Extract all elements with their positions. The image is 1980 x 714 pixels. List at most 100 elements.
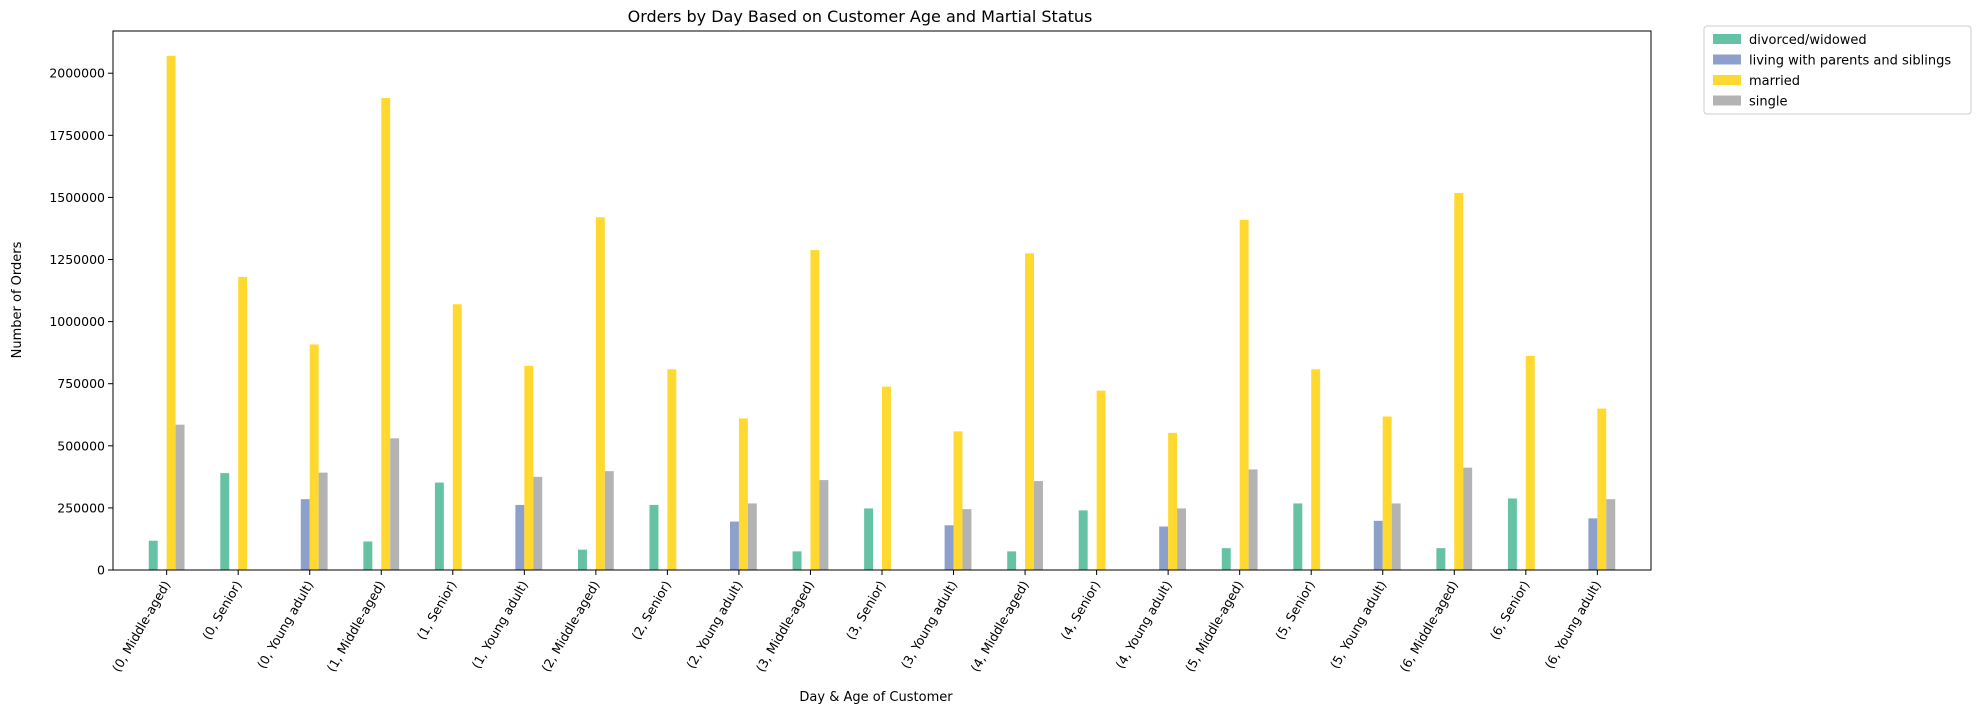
x-tick-label: (3, Senior) [843, 578, 889, 642]
bar [953, 431, 963, 570]
x-tick-label: (3, Young adult) [898, 578, 960, 671]
bar [1025, 253, 1035, 570]
bar [649, 504, 659, 570]
bar [300, 499, 310, 570]
x-tick-label: (0, Young adult) [254, 578, 316, 671]
x-tick-label: (4, Senior) [1057, 578, 1103, 642]
legend-swatch [1713, 95, 1741, 106]
x-tick-label: (0, Senior) [199, 578, 245, 642]
bar [864, 508, 874, 570]
bar [944, 525, 954, 570]
bar [390, 438, 400, 570]
bar [220, 473, 230, 570]
bar [810, 250, 820, 570]
bar [1078, 510, 1088, 570]
legend-label: divorced/widowed [1749, 33, 1867, 48]
bar [309, 344, 319, 570]
bar [729, 521, 739, 570]
y-axis-label: Number of Orders [10, 241, 25, 358]
x-tick-label: (1, Middle-aged) [324, 578, 388, 674]
x-tick-label: (5, Young adult) [1327, 578, 1389, 671]
bar [604, 471, 614, 570]
bar [1606, 499, 1616, 570]
bar [1034, 481, 1043, 570]
legend-swatch [1713, 34, 1741, 44]
bar [577, 549, 587, 570]
bar [515, 504, 525, 570]
bar [1463, 467, 1473, 570]
x-tick-label: (4, Young adult) [1112, 578, 1174, 671]
bar [792, 551, 802, 570]
bar [1007, 551, 1017, 570]
x-tick-label: (5, Middle-aged) [1182, 578, 1246, 674]
bar [962, 509, 972, 570]
bar [1588, 518, 1598, 570]
bar [148, 540, 158, 570]
x-tick-label: (4, Middle-aged) [967, 578, 1031, 674]
x-tick-label: (1, Senior) [414, 578, 460, 642]
bar [533, 476, 543, 570]
bar [1239, 219, 1249, 570]
y-tick-label: 250000 [57, 500, 105, 515]
bar [1221, 548, 1231, 570]
legend-frame [1703, 25, 1972, 115]
bar [1168, 432, 1178, 570]
bars-group [148, 55, 1616, 571]
bar [1096, 390, 1106, 570]
y-tick-label: 1250000 [49, 252, 105, 267]
bar [452, 304, 462, 570]
y-tick-label: 1750000 [49, 128, 105, 143]
bar [363, 541, 373, 570]
bar [318, 472, 328, 570]
bar [1293, 503, 1303, 570]
y-tick-label: 750000 [57, 376, 105, 391]
bar [1597, 408, 1607, 570]
bar [747, 503, 757, 570]
bar [595, 217, 605, 571]
y-tick-label: 2000000 [49, 66, 105, 81]
bar [524, 365, 534, 570]
bar [882, 386, 891, 570]
x-tick-label: (1, Young adult) [468, 578, 530, 671]
x-tick-label: (3, Middle-aged) [753, 578, 817, 674]
bar [1373, 520, 1383, 570]
y-tick-label: 500000 [57, 438, 105, 453]
bar [175, 424, 185, 570]
bar [1248, 469, 1258, 570]
bar [1507, 498, 1517, 570]
y-tick-label: 1500000 [49, 190, 105, 205]
chart-title: Orders by Day Based on Customer Age and … [628, 7, 1093, 26]
x-tick-label: (6, Middle-aged) [1397, 578, 1461, 674]
bar [738, 418, 748, 570]
x-tick-label: (6, Young adult) [1541, 578, 1603, 671]
x-tick-label: (2, Senior) [628, 578, 674, 642]
legend-swatch [1713, 54, 1741, 65]
bar [166, 55, 176, 570]
legend-swatch [1713, 75, 1741, 85]
bar [1454, 192, 1464, 570]
x-axis-label: Day & Age of Customer [799, 690, 953, 705]
x-tick-label: (2, Middle-aged) [538, 578, 602, 674]
x-tick-label: (5, Senior) [1272, 578, 1318, 642]
plot-frame [112, 30, 1652, 571]
bar [667, 369, 677, 570]
legend-label: single [1749, 95, 1788, 110]
bar [434, 482, 444, 570]
x-tick-label: (6, Senior) [1487, 578, 1533, 642]
legend-label: living with parents and siblings [1749, 54, 1951, 69]
bar [238, 276, 248, 570]
y-tick-label: 0 [97, 563, 105, 578]
bar [1436, 548, 1446, 570]
bar [381, 98, 391, 570]
legend: divorced/widowed living with parents and … [1703, 25, 1972, 115]
x-axis: (0, Middle-aged) (0, Senior) (0, Young adu… [109, 570, 1604, 674]
y-tick-label: 1000000 [49, 314, 105, 329]
bar [1311, 369, 1321, 570]
y-axis: 0 250000 500000 750000 1000000 1250000 1500000… [49, 66, 113, 578]
bar [1382, 416, 1392, 570]
legend-label: married [1749, 74, 1800, 89]
x-tick-label: (2, Young adult) [683, 578, 745, 671]
x-tick-label: (0, Middle-aged) [109, 578, 173, 674]
bar [1525, 355, 1535, 570]
